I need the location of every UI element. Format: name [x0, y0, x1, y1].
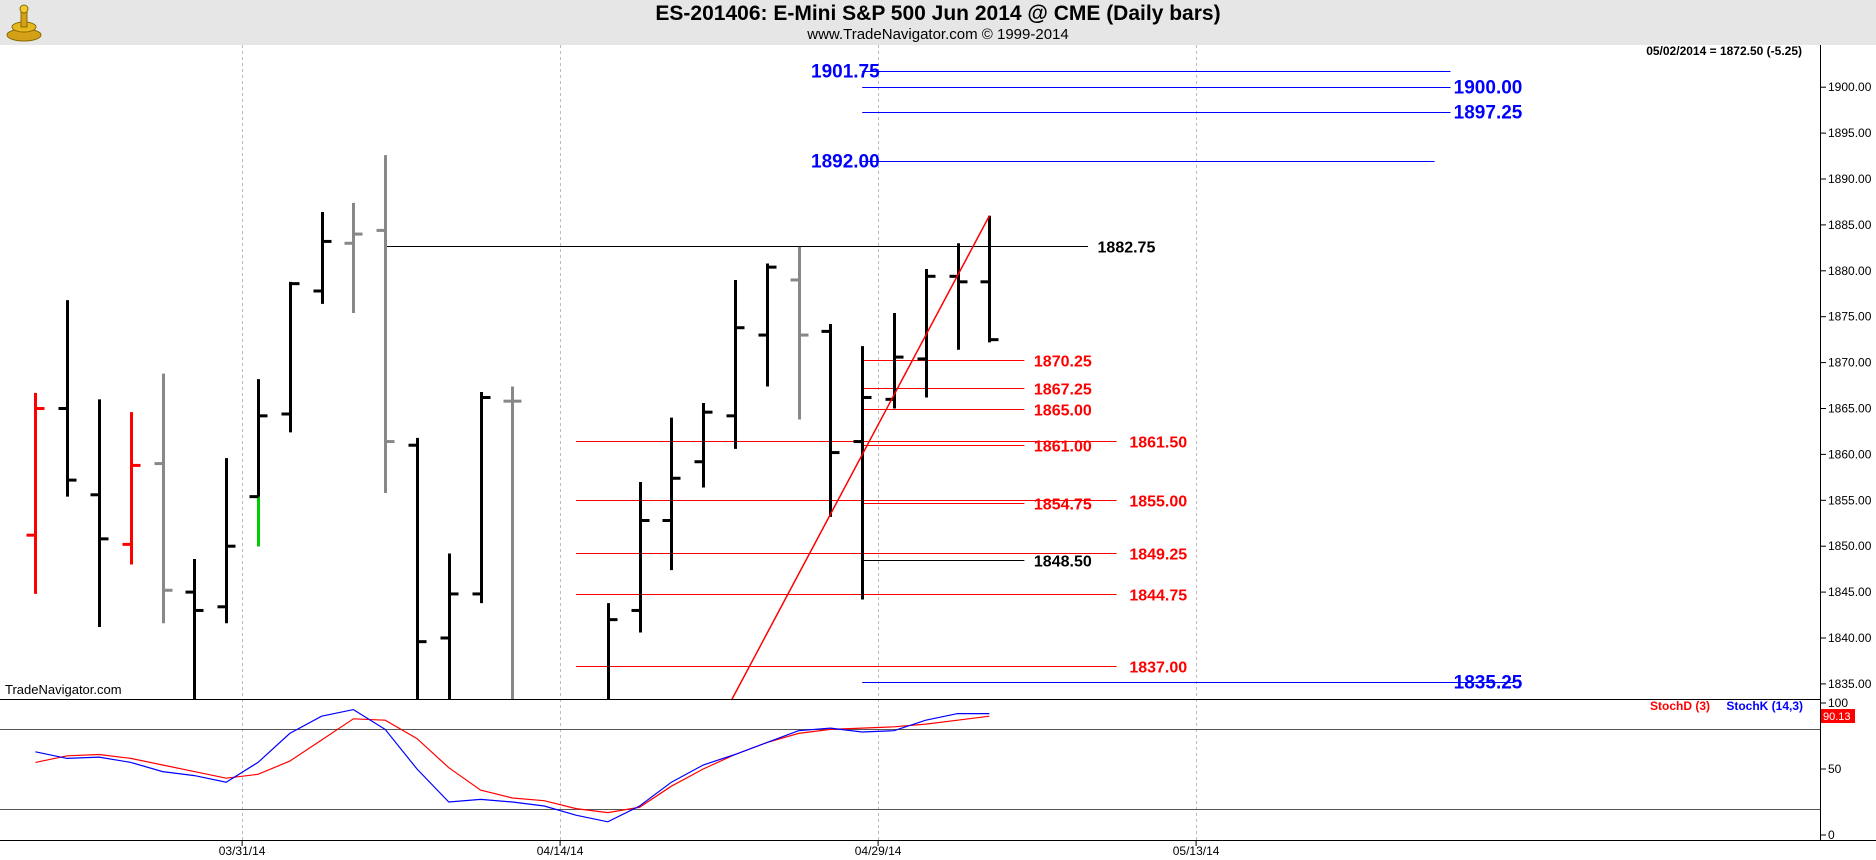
price-bar	[313, 212, 332, 304]
price-bar	[631, 481, 650, 633]
price-bar	[472, 391, 491, 604]
price-bar	[503, 386, 522, 699]
price-level-label: 1861.00	[1034, 439, 1092, 456]
price-tick-label: 1860.00	[1828, 447, 1872, 461]
price-tick-label: 1855.00	[1828, 493, 1872, 507]
price-bar	[217, 458, 236, 624]
price-level-label: 1835.25	[1454, 673, 1523, 694]
price-bar	[154, 373, 173, 624]
price-level-label: 1844.75	[1129, 588, 1187, 605]
price-tick-label: 1845.00	[1828, 585, 1872, 599]
chart-title: ES-201406: E-Mini S&P 500 Jun 2014 @ CME…	[655, 2, 1221, 25]
price-bar	[344, 202, 363, 314]
price-level-label: 1865.00	[1034, 403, 1092, 420]
price-tick-label: 1890.00	[1828, 172, 1872, 186]
price-level-label: 1900.00	[1454, 78, 1523, 99]
price-bar	[662, 417, 681, 571]
price-level-label: 1901.75	[811, 62, 880, 83]
date-axis: 03/31/14 04/14/14 04/29/14 05/13/14	[219, 840, 1220, 858]
price-bar	[694, 402, 713, 488]
price-level-label: 1861.50	[1129, 435, 1187, 452]
price-level-label: 1848.50	[1034, 554, 1092, 571]
price-bar	[607, 603, 618, 699]
price-level-label: 1837.00	[1129, 660, 1187, 677]
watermark: TradeNavigator.com	[5, 682, 122, 697]
price-tick-label: 1870.00	[1828, 356, 1872, 370]
date-tick-label: 04/29/14	[855, 844, 902, 858]
grid-lines	[242, 45, 1197, 840]
price-bar	[376, 155, 395, 493]
price-level-label: 1854.75	[1034, 497, 1092, 514]
date-tick-label: 03/31/14	[219, 844, 266, 858]
price-pane	[0, 45, 1820, 700]
trendline	[731, 215, 991, 699]
stoch-legend-entry: StochK (14,3)	[1726, 699, 1803, 713]
price-bar	[26, 392, 45, 594]
price-tick-label: 1895.00	[1828, 126, 1872, 140]
price-level-label: 1867.25	[1034, 382, 1092, 399]
price-tick-label: 1880.00	[1828, 264, 1872, 278]
price-bar	[122, 412, 141, 565]
price-axis: 1835.00 1840.00 1845.00 1850.00 1855.00 1860.…	[1820, 80, 1872, 691]
price-tick-label: 1885.00	[1828, 218, 1872, 232]
stoch-legend-entry: StochD (3)	[1650, 699, 1710, 713]
stoch-readout-value: 90.13	[1823, 711, 1851, 723]
price-tick-label: 1875.00	[1828, 310, 1872, 324]
price-bar	[853, 346, 872, 600]
price-bar	[90, 399, 109, 627]
price-bar	[58, 300, 77, 497]
price-tick-label: 1835.00	[1828, 677, 1872, 691]
last-price-readout: 05/02/2014 = 1872.50 (-5.25)	[1646, 44, 1802, 58]
stoch-series-line	[35, 715, 990, 814]
price-level-label: 1849.25	[1129, 547, 1187, 564]
price-bar	[758, 263, 777, 387]
price-tick-label: 1840.00	[1828, 631, 1872, 645]
price-tick-label: 1865.00	[1828, 402, 1872, 416]
price-bar	[408, 437, 427, 699]
date-tick-label: 05/13/14	[1173, 844, 1220, 858]
trade-navigator-logo-icon	[6, 4, 42, 42]
trendline-segment	[731, 215, 991, 699]
price-bar	[726, 279, 745, 449]
price-levels: 1901.75 1900.00 1897.25 1892.00 1882.75 1870.…	[385, 62, 1523, 694]
stoch-tick-label: 50	[1828, 762, 1842, 776]
price-tick-label: 1900.00	[1828, 80, 1872, 94]
price-bar	[821, 324, 840, 517]
price-bar	[790, 246, 809, 420]
stoch-series-line	[35, 708, 990, 823]
price-bar	[185, 559, 204, 699]
stoch-readout-badge	[1821, 709, 1855, 724]
price-tick-label: 1850.00	[1828, 539, 1872, 553]
stoch-tick-label: 0	[1828, 828, 1835, 842]
title-bar	[0, 0, 1876, 45]
price-level-label: 1892.00	[811, 152, 880, 173]
price-level-label: 1855.00	[1129, 494, 1187, 511]
price-level-label: 1870.25	[1034, 354, 1092, 371]
price-level-label: 1882.75	[1098, 240, 1156, 257]
stochastic-pane: 0 50 100 StochD (3) StochK (14,3) 90.13	[0, 696, 1855, 842]
price-bar	[249, 379, 268, 547]
price-bar	[980, 215, 999, 343]
copyright-text: www.TradeNavigator.com © 1999-2014	[807, 26, 1069, 43]
price-bar	[440, 553, 459, 699]
date-tick-label: 04/14/14	[537, 844, 584, 858]
price-bar	[281, 281, 300, 433]
stoch-tick-label: 100	[1828, 696, 1848, 710]
price-level-label: 1897.25	[1454, 103, 1523, 124]
